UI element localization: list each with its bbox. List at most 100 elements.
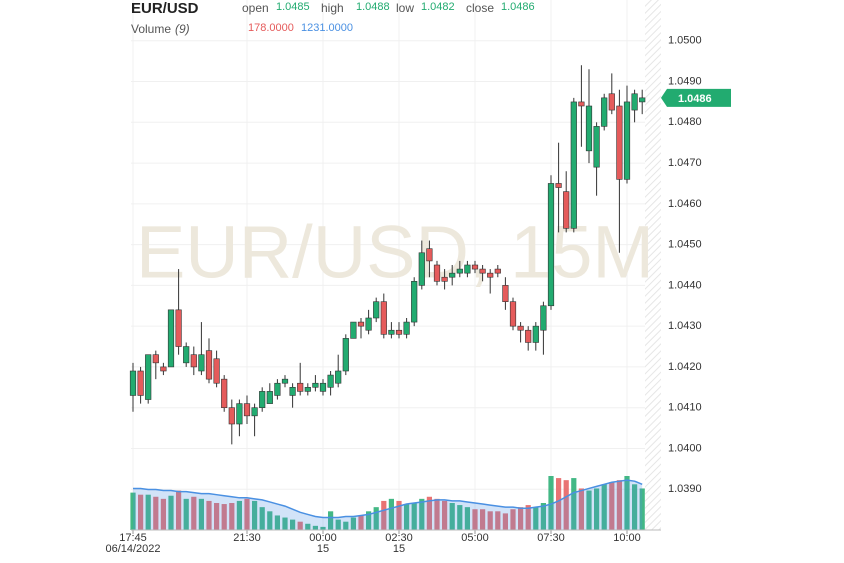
volume-bar [396,500,402,530]
volume-title: Volume [131,22,171,36]
candle-body [426,248,433,262]
candle-body [266,391,273,404]
volume-bar [183,498,189,530]
volume-bar [206,500,212,530]
candle-body [418,252,425,286]
candle-body [616,105,623,180]
high-label: high [321,1,344,15]
candle-body [532,325,539,343]
y-tick-label: 1.0440 [668,279,702,291]
volume-bar [571,478,577,530]
volume-bar [624,476,630,530]
candle-body [274,382,281,396]
volume-bar [236,500,242,530]
volume-bar [305,523,311,530]
candle-body [243,403,251,417]
candle-body [608,93,615,111]
candle-body [350,321,357,339]
volume-bar [358,515,364,530]
volume-bar [366,511,372,530]
candle-body [190,354,197,368]
volume-bar [556,478,562,530]
candle-body [289,387,296,396]
candle-body [251,407,258,417]
volume-bar [221,504,227,530]
low-value: 1.0482 [421,1,455,13]
volume-bar [198,498,204,530]
x-tick-label: 10:00 [613,532,641,544]
volume-bar [411,503,417,530]
y-tick-label: 1.0420 [668,361,702,373]
volume-bar [130,492,136,530]
volume-bar [138,494,144,530]
candle-body [525,329,532,343]
candle-body [479,268,486,274]
volume-bar [282,517,288,530]
y-tick-label: 1.0500 [668,35,702,47]
volume-bar [442,500,448,530]
volume-bar [274,515,280,530]
candle-body [213,358,220,384]
volume-bar [540,503,546,530]
candle-body [160,366,167,372]
candle-body [365,317,372,331]
candle-body [327,374,334,388]
volume-bar [510,509,516,530]
candle-body [540,305,547,331]
x-tick-label: 02:30 [385,532,413,544]
price-marker-label: 1.0486 [678,93,712,105]
candle-body [563,191,570,229]
volume-bar [350,517,356,530]
y-tick-label: 1.0470 [668,157,702,169]
x-tick-sublabel: 06/14/2022 [105,543,160,555]
candle-body [487,272,494,278]
candle-body [236,403,243,425]
volume-bar [381,500,387,530]
candle-body [555,183,562,188]
volume-ma-line [133,479,643,519]
volume-bar [404,504,410,530]
volume-bar [472,509,478,530]
candle-body [502,285,509,302]
x-tick-sublabel: 15 [317,543,329,555]
close-label: close [466,1,494,15]
candle-body [631,93,638,111]
candle-body [593,126,600,168]
volume-bar [176,490,182,530]
volume-bar [578,488,584,530]
volume-bar [214,503,220,530]
volume-bar [609,482,615,530]
volume-bar [343,521,349,530]
volume-bar [594,488,600,530]
high-value: 1.0488 [356,1,390,13]
candle-body [319,382,327,392]
volume-bar [312,525,318,530]
y-tick-label: 1.0450 [668,239,702,251]
open-value: 1.0485 [276,1,310,13]
candle-body [183,346,190,364]
x-tick-label: 21:30 [233,532,261,544]
candle-body [464,264,471,274]
candle-body [494,268,501,274]
volume-bar [153,496,159,530]
plot [129,65,646,530]
y-tick-label: 1.0480 [668,116,702,128]
volume-bar [388,498,394,530]
y-tick-label: 1.0400 [668,442,702,454]
x-tick-sublabel: 15 [393,543,405,555]
y-tick-label: 1.0460 [668,198,702,210]
volume-bar [267,511,273,530]
candle-body [411,281,418,323]
y-tick-label: 1.0410 [668,402,702,414]
candle-body [388,329,395,335]
volume-bar [487,511,493,530]
candle-body [335,370,342,384]
candle-body [175,309,182,347]
volume-bar [168,495,174,530]
volume-bar [632,484,638,530]
candle-body [380,301,387,335]
volume-bar [320,526,326,530]
x-tick-label: 17:45 [119,532,147,544]
volume-bar [434,498,440,530]
